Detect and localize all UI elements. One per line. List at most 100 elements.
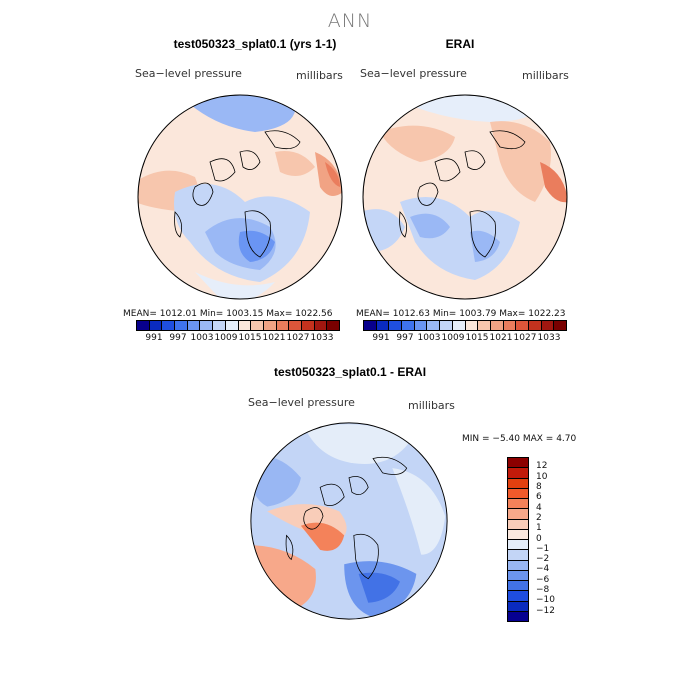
colorbar-swatch bbox=[503, 321, 517, 330]
colorbar-tick-label: 1009 bbox=[441, 333, 465, 343]
colorbar-swatch bbox=[301, 321, 315, 330]
field-east bbox=[392, 468, 446, 555]
colorbar-swatch bbox=[508, 581, 528, 592]
colorbar-swatch bbox=[465, 321, 479, 330]
panel-2-colorbar: 991 997 1003 1009 1015 1021 1027 1033 bbox=[363, 320, 567, 343]
colorbar-swatch bbox=[225, 321, 239, 330]
colorbar-tick-label: 10 bbox=[536, 471, 548, 482]
colorbar-swatch bbox=[508, 550, 528, 561]
colorbar-tick-label: 1009 bbox=[214, 333, 238, 343]
colorbar-swatch bbox=[327, 321, 339, 330]
colorbar-swatch bbox=[364, 321, 377, 330]
colorbar-swatch bbox=[508, 591, 528, 602]
colorbar-swatch bbox=[162, 321, 176, 330]
colorbar-swatch bbox=[200, 321, 214, 330]
panel-3-title: test050323_splat0.1 - ERAI bbox=[273, 365, 427, 379]
coastlines bbox=[285, 456, 408, 580]
panel-1-title: test050323_splat0.1 (yrs 1-1) bbox=[173, 37, 337, 51]
field-low-north bbox=[185, 95, 296, 132]
colorbar-tick-label: 1003 bbox=[190, 333, 214, 343]
field-high-ne bbox=[275, 151, 315, 176]
colorbar-tick-label: −1 bbox=[536, 543, 550, 554]
colorbar-swatch bbox=[508, 499, 528, 510]
panel-1-stats: MEAN= 1012.01 Min= 1003.15 Max= 1022.56 bbox=[123, 309, 333, 319]
panel-1-polar-map bbox=[137, 94, 343, 300]
colorbar-swatch bbox=[508, 560, 528, 571]
colorbar-swatch bbox=[516, 321, 529, 330]
panel-1-units: millibars bbox=[296, 69, 343, 82]
panel-2-units: millibars bbox=[522, 69, 569, 82]
colorbar-tick-label: 8 bbox=[536, 481, 542, 492]
colorbar-swatch bbox=[427, 321, 441, 330]
map-border bbox=[250, 422, 448, 620]
panel-3-polar-map bbox=[250, 422, 448, 620]
colorbar-swatch bbox=[238, 321, 252, 330]
field-high-nw bbox=[380, 125, 455, 162]
coastlines bbox=[399, 130, 526, 258]
colorbar-swatch bbox=[508, 611, 528, 621]
field-high-ne bbox=[490, 121, 551, 202]
colorbar-swatch bbox=[528, 321, 542, 330]
colorbar-tick-label: −8 bbox=[536, 585, 550, 596]
figure-title: ANN bbox=[327, 10, 373, 32]
colorbar-swatch bbox=[508, 519, 528, 530]
colorbar-tick-label: 997 bbox=[396, 333, 414, 343]
colorbar-swatch bbox=[508, 488, 528, 499]
panel-3-colorbar bbox=[507, 457, 529, 622]
field-low-west bbox=[410, 213, 450, 239]
colorbar-tick-label: 4 bbox=[536, 502, 542, 513]
colorbar-tick-label: 1033 bbox=[310, 333, 334, 343]
colorbar-swatch bbox=[508, 509, 528, 520]
colorbar-swatch bbox=[263, 321, 277, 330]
colorbar-swatch bbox=[508, 570, 528, 581]
colorbar-tick-label: 1015 bbox=[465, 333, 489, 343]
field-high-east-core bbox=[325, 162, 340, 187]
field-high-core bbox=[300, 522, 345, 551]
map-border bbox=[137, 94, 343, 300]
colorbar-swatch bbox=[289, 321, 302, 330]
colorbar-tick-label: −6 bbox=[536, 574, 550, 585]
map-border bbox=[362, 94, 568, 300]
colorbar-tick-label: 1021 bbox=[262, 333, 286, 343]
colorbar-swatch bbox=[251, 321, 264, 330]
field-low-deep bbox=[238, 230, 275, 262]
colorbar-swatch bbox=[276, 321, 290, 330]
coastlines bbox=[174, 130, 301, 258]
colorbar-swatch bbox=[187, 321, 201, 330]
panel-1-variable: Sea−level pressure bbox=[135, 67, 242, 80]
colorbar-swatch bbox=[213, 321, 226, 330]
colorbar-tick-label: 1 bbox=[536, 523, 542, 534]
colorbar-swatch bbox=[452, 321, 466, 330]
panel-2-polar-map bbox=[362, 94, 568, 300]
colorbar-tick-label: −2 bbox=[536, 554, 550, 565]
field-low-core bbox=[358, 572, 400, 603]
panel-2-variable: Sea−level pressure bbox=[360, 67, 467, 80]
field-low-core bbox=[470, 230, 500, 262]
panel-2-stats: MEAN= 1012.63 Min= 1003.79 Max= 1022.23 bbox=[356, 309, 566, 319]
panel-3-units: millibars bbox=[408, 399, 455, 412]
field-south bbox=[195, 272, 275, 299]
panel-3-stats: MIN = −5.40 MAX = 4.70 bbox=[462, 434, 577, 444]
colorbar-swatch bbox=[508, 458, 528, 469]
colorbar-tick-label: −4 bbox=[536, 564, 550, 575]
colorbar-swatch bbox=[541, 321, 555, 330]
colorbar-tick-label: 991 bbox=[145, 333, 163, 343]
colorbar-tick-label: 997 bbox=[169, 333, 187, 343]
colorbar-tick-label: 6 bbox=[536, 492, 542, 503]
colorbar-swatch bbox=[440, 321, 453, 330]
colorbar-swatch bbox=[490, 321, 504, 330]
colorbar-swatch bbox=[508, 478, 528, 489]
field-north bbox=[305, 424, 412, 464]
colorbar-swatch bbox=[478, 321, 491, 330]
panel-3-variable: Sea−level pressure bbox=[248, 396, 355, 409]
colorbar-swatch bbox=[137, 321, 150, 330]
colorbar-tick-label: 1027 bbox=[513, 333, 537, 343]
colorbar-tick-label: 1033 bbox=[537, 333, 561, 343]
colorbar-swatch bbox=[414, 321, 428, 330]
colorbar-swatch bbox=[508, 529, 528, 540]
colorbar-tick-label: 12 bbox=[536, 461, 548, 472]
colorbar-swatch bbox=[314, 321, 328, 330]
panel-3-colorbar-ticks: 12 10 8 6 4 2 1 0 −1 −2 −4 −6 −8 −10 −12 bbox=[536, 457, 566, 622]
colorbar-swatch bbox=[402, 321, 415, 330]
colorbar-tick-label: 1003 bbox=[417, 333, 441, 343]
